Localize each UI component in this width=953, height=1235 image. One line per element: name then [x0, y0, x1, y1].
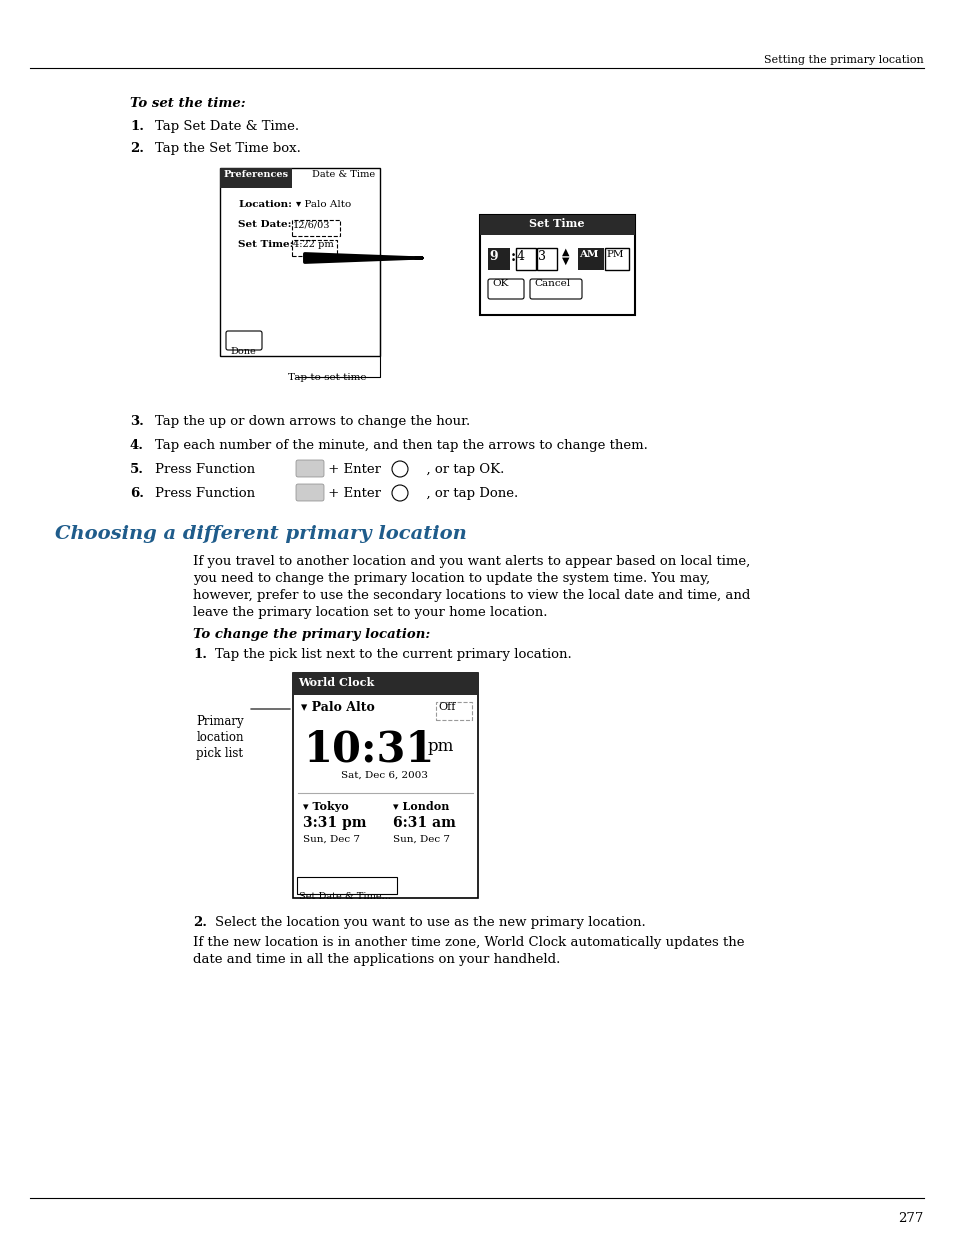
Text: To set the time:: To set the time: [130, 98, 245, 110]
Text: Set Time: Set Time [529, 219, 584, 228]
Text: 277: 277 [898, 1212, 923, 1225]
Text: 6:31 am: 6:31 am [393, 816, 456, 830]
Bar [436, 701, 472, 720]
Bar [479, 215, 635, 315]
Bar [220, 168, 292, 188]
Bar [293, 673, 477, 695]
Text: 2.: 2. [130, 142, 144, 156]
Text: 2.: 2. [193, 916, 207, 929]
Text: Sun, Dec 7: Sun, Dec 7 [303, 835, 359, 844]
Text: ▾ Tokyo: ▾ Tokyo [303, 802, 349, 811]
Bar [292, 240, 336, 256]
Circle shape [392, 461, 408, 477]
Bar [479, 215, 635, 235]
FancyBboxPatch shape [488, 279, 523, 299]
Circle shape [392, 485, 408, 501]
FancyBboxPatch shape [226, 331, 262, 350]
Text: 10:31: 10:31 [304, 727, 436, 769]
Text: ▲
▼: ▲ ▼ [561, 248, 569, 266]
Text: Set Date & Time...: Set Date & Time... [298, 892, 391, 902]
Text: Done: Done [230, 347, 255, 356]
FancyBboxPatch shape [295, 459, 324, 477]
Text: Select the location you want to use as the new primary location.: Select the location you want to use as t… [214, 916, 645, 929]
Text: If the new location is in another time zone, World Clock automatically updates t: If the new location is in another time z… [193, 936, 743, 948]
Bar [220, 168, 379, 356]
Bar [578, 248, 603, 270]
Text: 3: 3 [537, 249, 545, 263]
Text: you need to change the primary location to update the system time. You may,: you need to change the primary location … [193, 572, 709, 585]
Text: Press Function: Press Function [154, 463, 259, 475]
Text: Off: Off [437, 701, 455, 713]
Text: , or tap Done.: , or tap Done. [400, 487, 517, 500]
Text: 1.: 1. [193, 648, 207, 661]
Text: date and time in all the applications on your handheld.: date and time in all the applications on… [193, 953, 559, 966]
Text: AM: AM [578, 249, 598, 259]
Text: however, prefer to use the secondary locations to view the local date and time, : however, prefer to use the secondary loc… [193, 589, 750, 601]
Text: + Enter: + Enter [324, 463, 385, 475]
Text: PM: PM [605, 249, 623, 259]
Text: ▾ Palo Alto: ▾ Palo Alto [295, 200, 351, 209]
Text: Date & Time: Date & Time [312, 170, 375, 179]
Text: Tap the up or down arrows to change the hour.: Tap the up or down arrows to change the … [154, 415, 470, 429]
Text: Cancel: Cancel [534, 279, 570, 288]
Text: ▾ London: ▾ London [393, 802, 449, 811]
Text: Preferences: Preferences [224, 170, 289, 179]
Text: Tap the pick list next to the current primary location.: Tap the pick list next to the current pr… [214, 648, 571, 661]
Text: Tap the Set Time box.: Tap the Set Time box. [154, 142, 300, 156]
Text: 4.: 4. [130, 438, 144, 452]
Text: Tap to set time: Tap to set time [288, 373, 366, 382]
Bar [604, 248, 628, 270]
Text: 5.: 5. [130, 463, 144, 475]
Text: Choosing a different primary location: Choosing a different primary location [55, 525, 466, 543]
Text: Press Function: Press Function [154, 487, 259, 500]
Bar [488, 248, 510, 270]
Text: , or tap OK.: , or tap OK. [400, 463, 504, 475]
Bar [293, 673, 477, 898]
Text: pm: pm [428, 739, 454, 755]
Text: + Enter: + Enter [324, 487, 385, 500]
Text: 4: 4 [517, 249, 524, 263]
Text: Primary
location
pick list: Primary location pick list [196, 715, 244, 760]
Text: Set Time:: Set Time: [237, 240, 294, 249]
Text: Location:: Location: [237, 200, 292, 209]
Bar [516, 248, 536, 270]
Bar [292, 220, 339, 236]
Text: Setting the primary location: Setting the primary location [763, 56, 923, 65]
Text: Tap Set Date & Time.: Tap Set Date & Time. [154, 120, 299, 133]
Bar [537, 248, 557, 270]
FancyBboxPatch shape [530, 279, 581, 299]
FancyBboxPatch shape [296, 877, 396, 894]
Text: :: : [511, 249, 516, 264]
Text: 3.: 3. [130, 415, 144, 429]
Text: Set Date:: Set Date: [237, 220, 292, 228]
Text: 9: 9 [489, 249, 497, 263]
Text: 4:22 pm: 4:22 pm [293, 240, 334, 249]
Text: Sat, Dec 6, 2003: Sat, Dec 6, 2003 [341, 771, 428, 781]
Text: World Clock: World Clock [297, 677, 374, 688]
Text: 6.: 6. [130, 487, 144, 500]
FancyBboxPatch shape [295, 484, 324, 501]
Text: leave the primary location set to your home location.: leave the primary location set to your h… [193, 606, 547, 619]
Text: Tap each number of the minute, and then tap the arrows to change them.: Tap each number of the minute, and then … [154, 438, 647, 452]
Text: To change the primary location:: To change the primary location: [193, 629, 430, 641]
Text: 12/6/03: 12/6/03 [293, 220, 330, 228]
Text: 1.: 1. [130, 120, 144, 133]
Text: 3:31 pm: 3:31 pm [303, 816, 366, 830]
Text: Sun, Dec 7: Sun, Dec 7 [393, 835, 450, 844]
Text: ▾ Palo Alto: ▾ Palo Alto [301, 701, 375, 714]
Text: If you travel to another location and you want alerts to appear based on local t: If you travel to another location and yo… [193, 555, 749, 568]
Text: OK: OK [492, 279, 508, 288]
